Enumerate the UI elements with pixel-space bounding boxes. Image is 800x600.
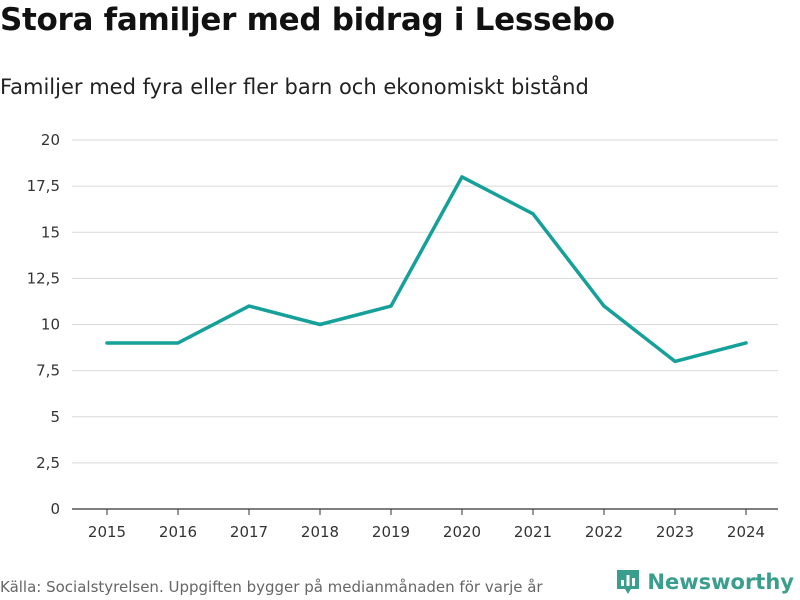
brand-name: Newsworthy (647, 570, 794, 594)
x-tick-label: 2017 (230, 523, 268, 541)
data-point (602, 304, 606, 308)
y-tick-label: 17,5 (27, 177, 60, 195)
x-tick-label: 2018 (301, 523, 339, 541)
y-tick-label: 15 (41, 223, 60, 241)
x-tick-label: 2015 (88, 523, 126, 541)
x-tick-label: 2019 (372, 523, 410, 541)
x-tick-label: 2022 (585, 523, 623, 541)
y-tick-label: 5 (50, 408, 60, 426)
data-point (673, 359, 677, 363)
x-tick-label: 2024 (727, 523, 765, 541)
data-point (389, 304, 393, 308)
y-tick-label: 0 (50, 500, 60, 518)
y-tick-label: 12,5 (27, 269, 60, 287)
data-point (105, 341, 109, 345)
x-tick-label: 2016 (159, 523, 197, 541)
data-point (744, 341, 748, 345)
x-tick-label: 2020 (443, 523, 481, 541)
series-line (105, 175, 748, 364)
x-tick-label: 2021 (514, 523, 552, 541)
data-point (247, 304, 251, 308)
data-point (176, 341, 180, 345)
y-tick-label: 2,5 (36, 454, 60, 472)
y-tick-label: 7,5 (36, 362, 60, 380)
data-point (318, 322, 322, 327)
brand: Newsworthy (615, 568, 794, 596)
chart-title: Stora familjer med bidrag i Lessebo (0, 2, 615, 38)
y-tick-label: 10 (41, 316, 60, 334)
x-tick-label: 2023 (656, 523, 694, 541)
y-tick-label: 20 (41, 131, 60, 149)
source-note: Källa: Socialstyrelsen. Uppgiften bygger… (0, 578, 543, 596)
data-point (460, 175, 464, 179)
chart-subtitle: Familjer med fyra eller fler barn och ek… (0, 75, 589, 99)
data-point (531, 212, 535, 216)
newsworthy-logo-icon (617, 570, 640, 594)
